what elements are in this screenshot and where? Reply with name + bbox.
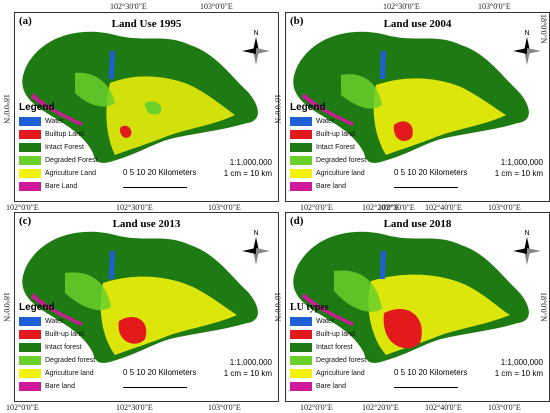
lon-tick-b-bottom-1: 102°30'0"E bbox=[378, 203, 415, 212]
lon-tick-b-top-1: 102°30'0"E bbox=[383, 2, 420, 11]
legend-item-builtup: Builtup Land bbox=[19, 128, 123, 141]
scale-ratio: 1:1,000,000 1 cm = 10 km bbox=[223, 358, 272, 378]
panel-label: (d) bbox=[290, 215, 304, 227]
north-label: N bbox=[524, 230, 529, 237]
legend: LU types Water Built-up land Intact fore… bbox=[290, 302, 394, 393]
legend-item-builtup: Built-up land bbox=[290, 328, 394, 341]
legend-item-degraded-forest: Degraded forest bbox=[19, 354, 123, 367]
panel-title: Land use 2013 bbox=[112, 218, 181, 230]
scale-ratio: 1:1,000,000 1 cm = 10 km bbox=[494, 158, 543, 178]
legend-item-intact-forest: Intact forest bbox=[19, 341, 123, 354]
land-use-map-1995 bbox=[22, 31, 258, 163]
lon-tick-c-bottom-2: 102°30'0"E bbox=[116, 403, 153, 412]
legend-item-intact-forest: Intact forest bbox=[290, 341, 394, 354]
lon-tick-a-top-2: 103°0'0"E bbox=[200, 2, 233, 11]
legend-item-agriculture: Agriculture Land bbox=[19, 167, 123, 180]
scale-bar bbox=[394, 381, 458, 388]
lon-tick-c-bottom-3: 103°0'0"E bbox=[208, 403, 241, 412]
legend: Legend Water Builtup Land Intact Forest … bbox=[19, 102, 123, 193]
legend-item-bare: Bare land bbox=[19, 380, 123, 393]
north-arrow-icon: N bbox=[242, 230, 270, 265]
legend-title: LU types bbox=[290, 302, 329, 313]
lon-tick-d-top-3: 102°40'0"E bbox=[425, 203, 462, 212]
lon-tick-d-top-1: 102°0'0"E bbox=[300, 203, 333, 212]
land-use-map-2004 bbox=[293, 31, 529, 163]
lon-tick-b-top-2: 103°0'0"E bbox=[478, 2, 511, 11]
map-panel-c: (c) Land use 2013 N Legend Water Built-u… bbox=[14, 212, 279, 402]
legend-item-intact-forest: Intact Forest bbox=[19, 141, 123, 154]
scale-bar-label: 0 5 10 20 Kilometers bbox=[123, 168, 197, 177]
panel-label: (c) bbox=[19, 215, 32, 227]
north-label: N bbox=[253, 230, 258, 237]
legend-title: Legend bbox=[290, 102, 326, 113]
legend-item-agriculture: Agriculture land bbox=[19, 367, 123, 380]
legend-item-agriculture: Agriculture land bbox=[290, 167, 394, 180]
scale-ratio: 1:1,000,000 1 cm = 10 km bbox=[223, 158, 272, 178]
legend-item-water: Water bbox=[19, 115, 123, 128]
legend-item-bare: Bare land bbox=[290, 180, 394, 193]
north-label: N bbox=[253, 30, 258, 37]
legend-item-water: Water bbox=[19, 315, 123, 328]
lon-tick-a-bottom-1: 102°0'0"E bbox=[6, 203, 39, 212]
lon-tick-c-bottom-1: 102°0'0"E bbox=[6, 403, 39, 412]
scale-bar bbox=[394, 181, 458, 188]
scale-bar-label: 0 5 10 20 Kilometers bbox=[394, 168, 468, 177]
scale-bar bbox=[123, 181, 187, 188]
lat-tick-c: 18°0'0"N bbox=[2, 292, 11, 322]
legend-item-agriculture: Agriculture land bbox=[290, 367, 394, 380]
north-arrow-icon: N bbox=[242, 30, 270, 65]
panel-label: (a) bbox=[19, 15, 32, 27]
lat-tick-d-right: 18°0'0"N bbox=[539, 292, 548, 322]
legend: Legend Water Built-up land Intact Forest… bbox=[290, 102, 394, 193]
land-use-map-2018 bbox=[293, 231, 529, 363]
panel-title: Land use 2018 bbox=[383, 218, 452, 230]
north-arrow-icon: N bbox=[513, 30, 541, 65]
lat-tick-b-left: 18°0'0"N bbox=[273, 94, 282, 124]
legend-item-intact-forest: Intact Forest bbox=[290, 141, 394, 154]
legend-item-bare: Bare Land bbox=[19, 180, 123, 193]
map-panel-b: (b) Land use 2004 N Legend Water Built-u… bbox=[285, 12, 550, 202]
legend-item-water: Water bbox=[290, 115, 394, 128]
legend-title: Legend bbox=[19, 102, 55, 113]
scale-ratio: 1:1,000,000 1 cm = 10 km bbox=[494, 358, 543, 378]
lon-tick-d-bottom-2: 102°20'0"E bbox=[362, 403, 399, 412]
map-panel-a: (a) Land Use 1995 N Legend Water Builtup… bbox=[14, 12, 279, 202]
legend-item-water: Water bbox=[290, 315, 394, 328]
lon-tick-a-bottom-2: 102°30'0"E bbox=[116, 203, 153, 212]
lat-tick-d-left: 18°0'0"N bbox=[273, 292, 282, 322]
legend-item-bare: Bare land bbox=[290, 380, 394, 393]
lon-tick-d-top-4: 103°0'0"E bbox=[488, 203, 521, 212]
legend-item-builtup: Built-up land bbox=[290, 128, 394, 141]
scale-bar-label: 0 5 10 20 Kilometers bbox=[123, 368, 197, 377]
lon-tick-a-bottom-3: 103°0'0"E bbox=[208, 203, 241, 212]
legend-item-degraded-forest: Degraded Forest bbox=[19, 154, 123, 167]
legend-item-degraded-forest: Degraded forest bbox=[290, 154, 394, 167]
lon-tick-a-top-1: 102°30'0"E bbox=[110, 2, 147, 11]
map-panel-d: (d) Land use 2018 N LU types Water Built… bbox=[285, 212, 550, 402]
legend: Legend Water Built-up land Intact forest… bbox=[19, 302, 123, 393]
north-label: N bbox=[524, 30, 529, 37]
panel-title: Land Use 1995 bbox=[111, 18, 182, 30]
legend-item-builtup: Built-up land bbox=[19, 328, 123, 341]
lon-tick-d-bottom-1: 102°0'0"E bbox=[300, 403, 333, 412]
lon-tick-d-bottom-4: 103°0'0"E bbox=[488, 403, 521, 412]
lat-tick-b-right: 18°0'0"N bbox=[539, 14, 548, 44]
scale-bar bbox=[123, 381, 187, 388]
panel-label: (b) bbox=[290, 15, 304, 27]
legend-item-degraded-forest: Degraded forest bbox=[290, 354, 394, 367]
legend-title: Legend bbox=[19, 302, 55, 313]
land-use-map-2013 bbox=[22, 231, 258, 363]
north-arrow-icon: N bbox=[513, 230, 541, 265]
lon-tick-d-top-2: 102°20'0"E bbox=[362, 203, 399, 212]
lat-tick-a: 18°0'0"N bbox=[2, 94, 11, 124]
scale-bar-label: 0 5 10 20 Kilometers bbox=[394, 368, 468, 377]
panel-title: Land use 2004 bbox=[383, 18, 452, 30]
lon-tick-d-bottom-3: 102°40'0"E bbox=[425, 403, 462, 412]
